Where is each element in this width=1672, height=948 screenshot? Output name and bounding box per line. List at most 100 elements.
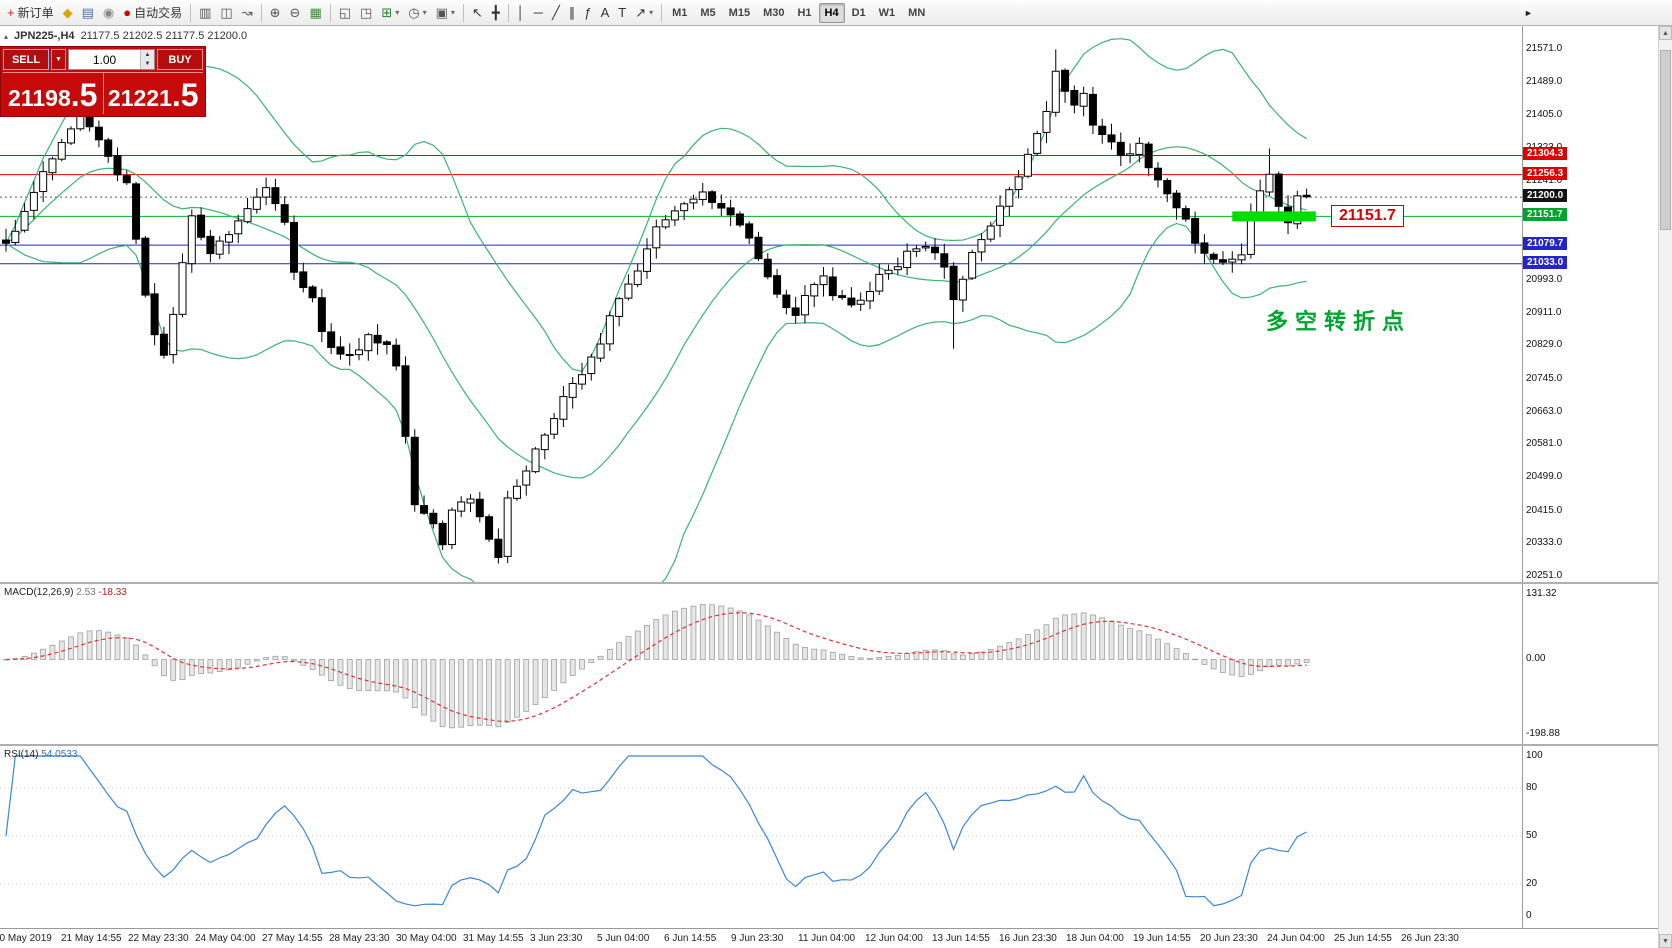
candlestick-type-button[interactable]: ◫ — [216, 3, 236, 23]
horizontal-line-button[interactable]: ─ — [530, 3, 547, 23]
price-tag: 21200.0 — [1523, 189, 1568, 203]
scroll-up-button[interactable]: ▲ — [1659, 26, 1672, 40]
time-label: 27 May 14:55 — [262, 933, 323, 944]
templates-dropdown[interactable]: ▣ ▾ — [432, 3, 459, 23]
time-axis: 20 May 2019 21 May 14:55 22 May 23:30 24 Ma… — [0, 928, 1672, 948]
time-label: 31 May 14:55 — [463, 933, 524, 944]
time-label: 13 Jun 14:55 — [932, 933, 990, 944]
text-label-icon: T — [618, 5, 627, 20]
buy-button[interactable]: BUY — [157, 49, 203, 70]
timeframe-h1[interactable]: H1 — [797, 6, 812, 19]
timeframe-d1[interactable]: D1 — [851, 6, 866, 19]
buy-price-main: 21221 — [107, 85, 172, 111]
market-watch-icon-icon: ◆ — [62, 5, 73, 20]
time-label: 22 May 23:30 — [128, 933, 189, 944]
timeframe-h4[interactable]: H4 — [818, 2, 845, 23]
macd-axis-label: -198.88 — [1526, 728, 1560, 739]
toolbar-separator — [329, 3, 331, 22]
fibonacci-button[interactable]: ƒ — [580, 3, 595, 23]
volume-input[interactable] — [69, 50, 140, 69]
text-icon: A — [600, 5, 610, 20]
rsi-label: RSI(14) 54.0533 — [4, 749, 77, 760]
macd-plot-area[interactable]: MACD(12,26,9) 2.53 -18.33 — [0, 584, 1523, 744]
timeframe-m15[interactable]: M15 — [728, 6, 751, 19]
volume-spinner: ▲ ▼ — [140, 50, 154, 69]
chevron-down-icon: ▾ — [649, 8, 654, 17]
vertical-scrollbar[interactable]: ▲ ▼ — [1658, 26, 1672, 948]
zoom-out-button[interactable]: ⊖ — [286, 3, 305, 23]
rsi-chart — [0, 755, 1522, 907]
indicators-dropdown[interactable]: ⊞ ▾ — [377, 3, 403, 23]
timeframe-m5[interactable]: M5 — [700, 6, 716, 19]
chart-plot-area[interactable]: ▴ JPN225-,H4 21177.5 21202.5 21177.5 212… — [0, 26, 1523, 582]
crosshair-button[interactable]: ╋ — [488, 3, 504, 23]
auto-trading-button[interactable]: ● 自动交易 — [119, 3, 186, 23]
time-label: 26 Jun 23:30 — [1401, 933, 1459, 944]
vertical-line-icon: │ — [516, 5, 525, 20]
macd-title: MACD(12,26,9) — [4, 587, 74, 598]
price-label: 20415.0 — [1526, 504, 1563, 516]
rsi-value: 54.0533 — [41, 749, 78, 760]
vertical-line-button[interactable]: │ — [513, 3, 529, 23]
macd-panel: MACD(12,26,9) 2.53 -18.33 131.32 0.00 -198… — [0, 582, 1672, 744]
toolbar-separator — [507, 3, 509, 22]
cascade-windows-button[interactable]: ◳ — [356, 3, 376, 23]
chevron-down-icon: ▾ — [450, 8, 455, 17]
time-label: 30 May 04:00 — [396, 933, 457, 944]
order-options-dropdown[interactable]: ▼ — [51, 49, 66, 70]
timeframe-w1[interactable]: W1 — [878, 6, 896, 19]
buy-price-display[interactable]: 21221.5 — [102, 73, 204, 114]
timeframe-m30[interactable]: M30 — [763, 6, 785, 19]
price-label: 20829.0 — [1526, 339, 1563, 351]
price-tag: 21304.3 — [1523, 147, 1568, 161]
navigator-icon[interactable]: ◉ — [99, 3, 118, 23]
rsi-plot-area[interactable]: RSI(14) 54.0533 — [0, 746, 1523, 928]
time-label: 12 Jun 04:00 — [865, 933, 923, 944]
new-order-button[interactable]: + 新订单 — [3, 3, 58, 23]
timeframe-mn[interactable]: MN — [908, 6, 926, 19]
annotation-text: 多空转折点 — [1266, 309, 1412, 334]
price-highlight-label[interactable]: 21151.7 — [1331, 205, 1404, 228]
volume-up-button[interactable]: ▲ — [141, 50, 154, 60]
tile-windows-button[interactable]: ▦ — [305, 3, 325, 23]
arrange-windows-button[interactable]: ◱ — [335, 3, 355, 23]
time-label: 24 Jun 04:00 — [1267, 933, 1325, 944]
channel-button[interactable]: ∥ — [565, 3, 580, 23]
timeframe-m1[interactable]: M1 — [672, 6, 688, 19]
text-label-button[interactable]: T — [614, 3, 630, 23]
scrollbar-track[interactable] — [1659, 40, 1672, 934]
sell-price-display[interactable]: 21198.5 — [3, 73, 103, 114]
scrollbar-thumb[interactable] — [1660, 50, 1671, 230]
price-label: 21405.0 — [1526, 109, 1563, 121]
bar-chart-type-button[interactable]: ▥ — [195, 3, 215, 23]
periods-dropdown[interactable]: ◷ ▾ — [404, 3, 430, 23]
time-label: 18 Jun 04:00 — [1066, 933, 1124, 944]
auto-trading-icon: ● — [123, 5, 132, 20]
zoom-in-button[interactable]: ⊕ — [266, 3, 285, 23]
rsi-axis-label: 0 — [1526, 910, 1532, 921]
toolbar-overflow-icon[interactable]: ► — [1524, 8, 1533, 18]
time-label: 5 Jun 04:00 — [597, 933, 650, 944]
sell-button[interactable]: SELL — [3, 49, 49, 70]
zoom-out-icon: ⊖ — [289, 5, 301, 20]
trendline-button[interactable]: ╱ — [548, 3, 564, 23]
volume-down-button[interactable]: ▼ — [141, 59, 154, 69]
arrow-objects-icon: ↗ — [635, 5, 647, 20]
price-axis: 21571.021489.021405.021323.021241.021159… — [1523, 26, 1658, 582]
data-window-icon[interactable]: ▤ — [78, 3, 98, 23]
arrow-objects-dropdown[interactable]: ↗ ▾ — [631, 3, 657, 23]
navigator-icon-icon: ◉ — [102, 5, 115, 20]
text-button[interactable]: A — [597, 3, 614, 23]
cascade-windows-icon: ◳ — [360, 5, 373, 20]
price-label: 20993.0 — [1526, 273, 1563, 285]
market-watch-icon[interactable]: ◆ — [59, 3, 77, 23]
time-label: 21 May 14:55 — [61, 933, 122, 944]
time-label: 16 Jun 23:30 — [999, 933, 1057, 944]
cursor-button[interactable]: ↖ — [468, 3, 487, 23]
toolbar: + 新订单 ◆ ▤ ◉ ● 自动交易 ▥ ◫ ↝ ⊕ ⊖ ▦ ◱ ◳ ⊞ ▾ ◷ ▾ ▣ ▾ ↖ ╋ │ ─ ╱ ∥ ƒ A T ↗ ▾ M1 M… — [0, 0, 1672, 26]
macd-value-signal: -18.33 — [98, 587, 127, 598]
volume-field: ▲ ▼ — [68, 49, 155, 70]
macd-axis: 131.32 0.00 -198.88 — [1523, 584, 1658, 744]
line-chart-type-button[interactable]: ↝ — [238, 3, 257, 23]
scroll-down-button[interactable]: ▼ — [1659, 934, 1672, 948]
